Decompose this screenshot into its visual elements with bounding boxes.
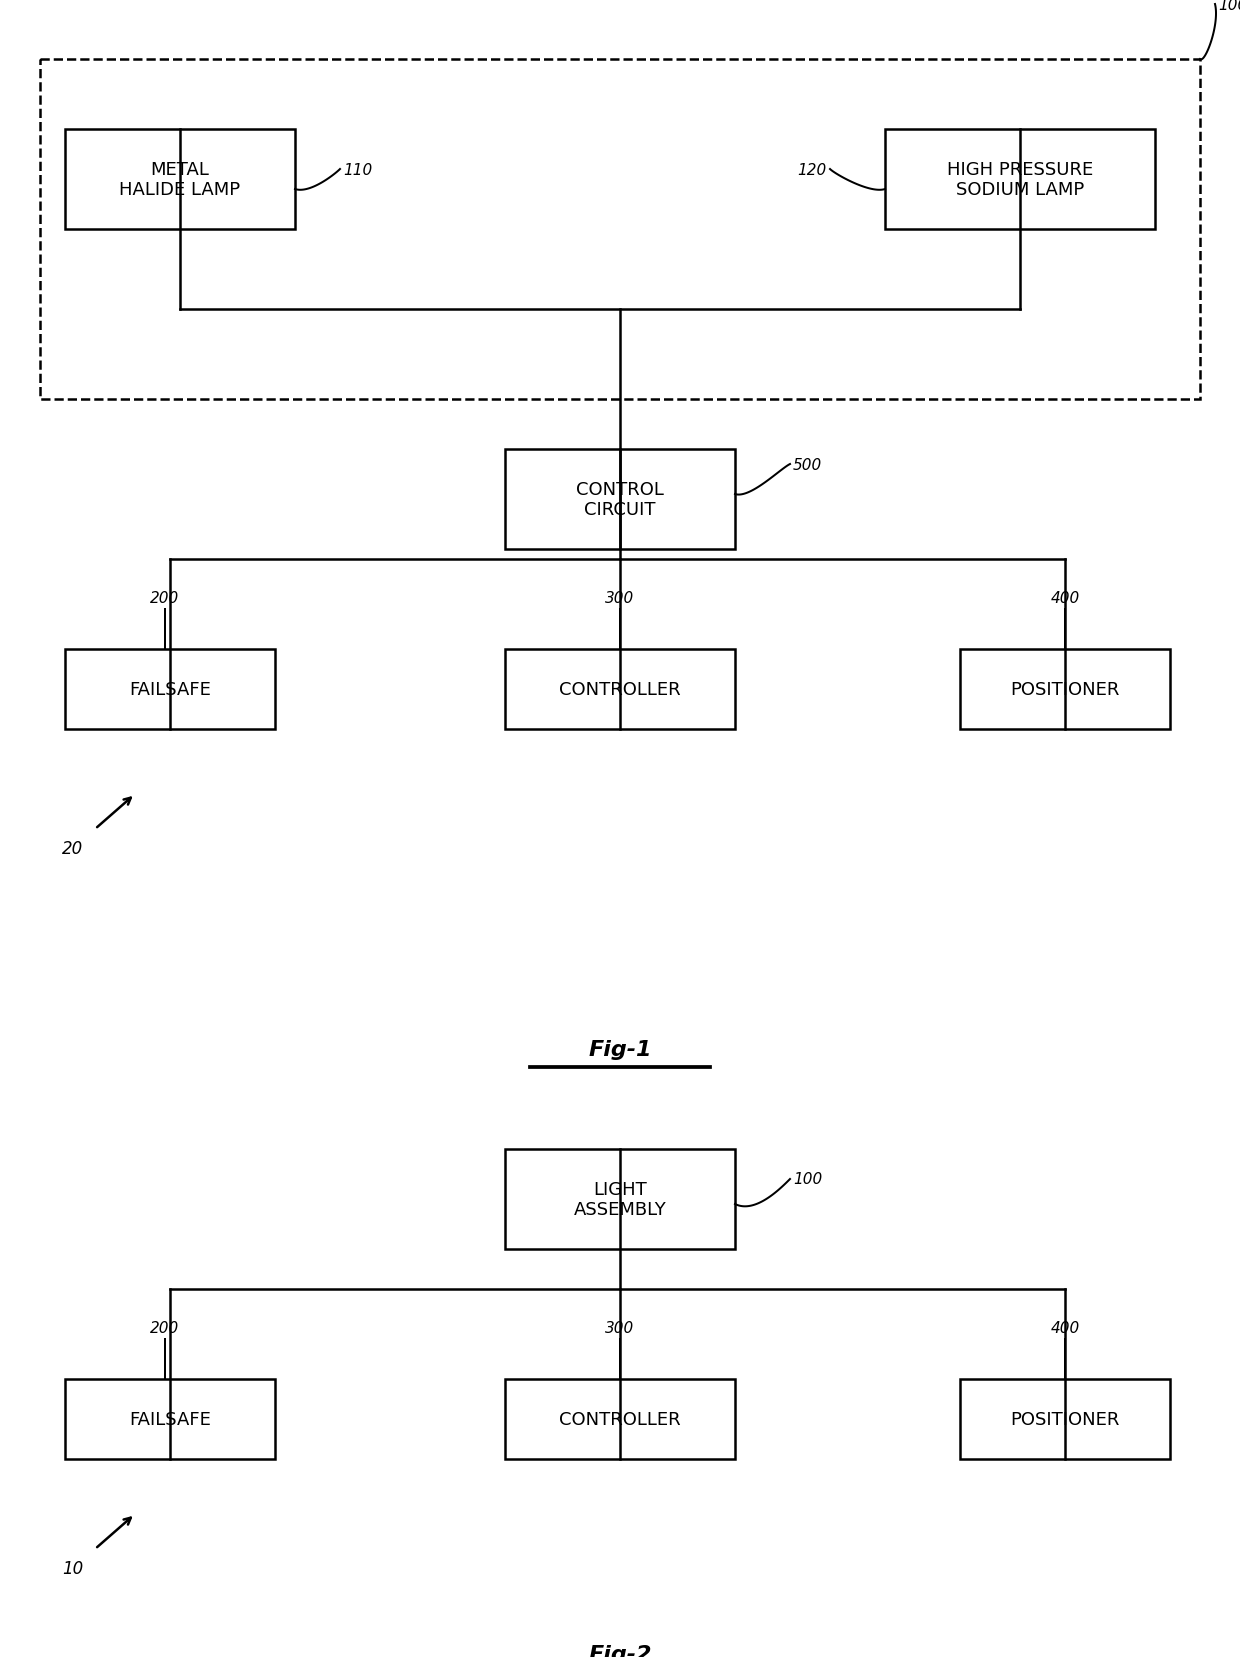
Bar <box>40 60 1200 399</box>
Bar <box>505 1150 735 1249</box>
Text: 400: 400 <box>1050 590 1080 606</box>
Bar <box>885 129 1154 230</box>
Text: 200: 200 <box>150 590 180 606</box>
Text: 300: 300 <box>605 1321 635 1336</box>
Bar <box>64 650 275 729</box>
Text: FAILSAFE: FAILSAFE <box>129 681 211 699</box>
Bar <box>505 449 735 550</box>
Text: Fig-1: Fig-1 <box>588 1039 652 1059</box>
Text: POSITIONER: POSITIONER <box>1011 681 1120 699</box>
Text: 110: 110 <box>343 162 372 177</box>
Text: HIGH PRESSURE
SODIUM LAMP: HIGH PRESSURE SODIUM LAMP <box>947 161 1094 199</box>
Bar <box>64 1379 275 1460</box>
Bar <box>505 650 735 729</box>
Text: CONTROLLER: CONTROLLER <box>559 1410 681 1428</box>
Text: 200: 200 <box>150 1321 180 1336</box>
Text: 400: 400 <box>1050 1321 1080 1336</box>
Text: 20: 20 <box>62 840 83 857</box>
Text: METAL
HALIDE LAMP: METAL HALIDE LAMP <box>119 161 241 199</box>
Text: POSITIONER: POSITIONER <box>1011 1410 1120 1428</box>
Bar <box>960 1379 1171 1460</box>
Text: CONTROL
CIRCUIT: CONTROL CIRCUIT <box>577 481 663 519</box>
Bar <box>505 1379 735 1460</box>
Text: 100: 100 <box>1218 0 1240 13</box>
Bar <box>64 129 295 230</box>
Text: LIGHT
ASSEMBLY: LIGHT ASSEMBLY <box>574 1180 666 1218</box>
Text: FAILSAFE: FAILSAFE <box>129 1410 211 1428</box>
Text: 500: 500 <box>794 457 822 472</box>
Text: 10: 10 <box>62 1559 83 1577</box>
Bar <box>960 650 1171 729</box>
Text: 100: 100 <box>794 1171 822 1186</box>
Text: Fig-2: Fig-2 <box>588 1644 652 1657</box>
Text: CONTROLLER: CONTROLLER <box>559 681 681 699</box>
Text: 120: 120 <box>797 162 827 177</box>
Text: 300: 300 <box>605 590 635 606</box>
